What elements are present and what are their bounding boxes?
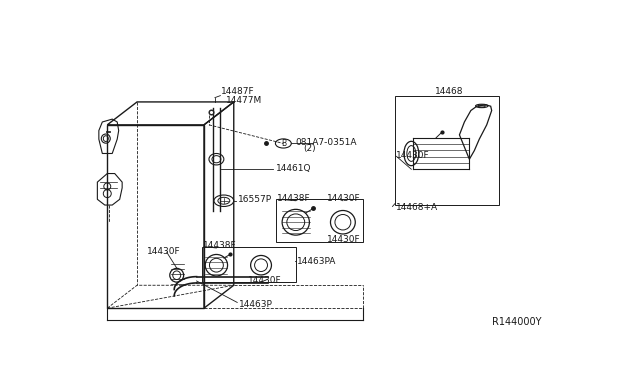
Bar: [202, 247, 296, 282]
Text: 14430F: 14430F: [248, 276, 281, 285]
Text: 14463P: 14463P: [239, 300, 273, 309]
Text: 14438F: 14438F: [277, 194, 311, 203]
Text: 14430F: 14430F: [147, 247, 180, 256]
Text: 14468: 14468: [435, 87, 463, 96]
Text: 081A7-0351A: 081A7-0351A: [296, 138, 357, 147]
Text: 16557P: 16557P: [237, 195, 272, 204]
Text: 14468+A: 14468+A: [396, 203, 438, 212]
Text: (2): (2): [303, 144, 316, 153]
Text: 14430F: 14430F: [396, 151, 430, 160]
Text: 14430F: 14430F: [326, 235, 360, 244]
Text: R144000Y: R144000Y: [492, 317, 541, 327]
Text: 14477M: 14477M: [227, 96, 262, 105]
Text: 14430F: 14430F: [327, 194, 360, 203]
Bar: [276, 199, 363, 242]
Text: 14438F: 14438F: [203, 241, 237, 250]
Text: 14487F: 14487F: [221, 87, 255, 96]
Bar: [395, 96, 499, 205]
Text: 14463PA: 14463PA: [297, 257, 336, 266]
Text: B: B: [281, 139, 286, 148]
Text: 14461Q: 14461Q: [276, 164, 312, 173]
